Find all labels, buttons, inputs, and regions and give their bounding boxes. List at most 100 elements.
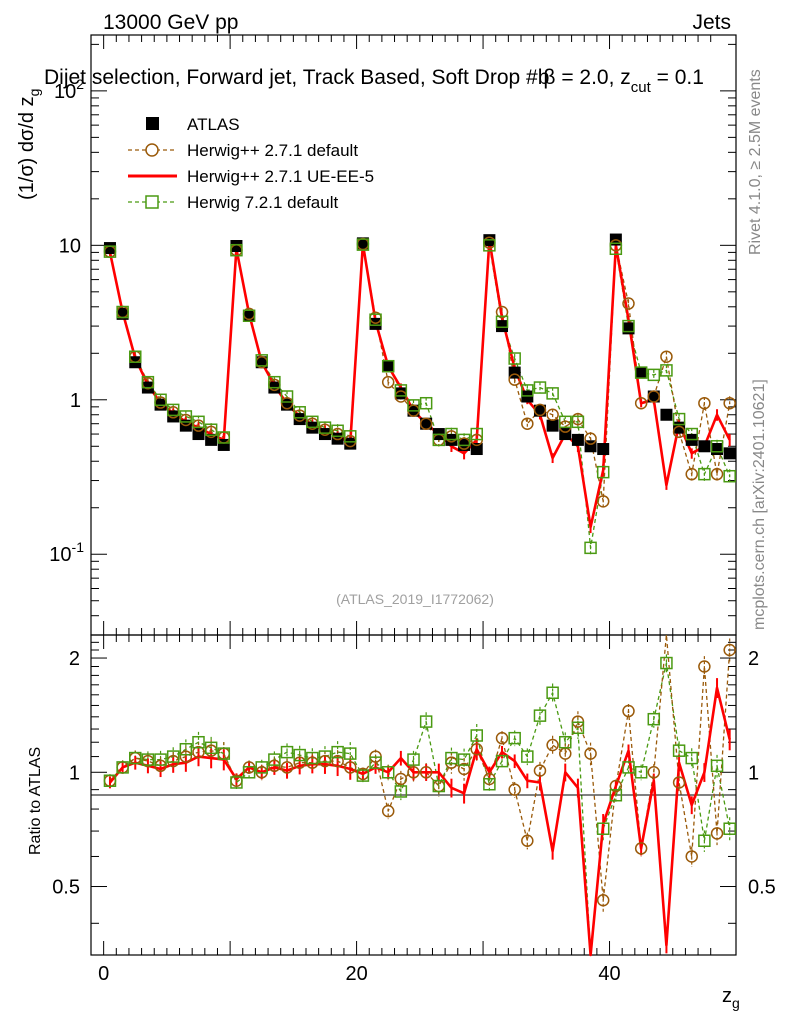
ratio-herwig72-point	[318, 750, 332, 763]
legend-label-herwig-default: Herwig++ 2.7.1 default	[187, 141, 358, 160]
ratio-herwig72-point	[217, 747, 231, 760]
ratio-herwig72-point	[293, 748, 306, 762]
ratio-herwig72-point	[179, 742, 193, 756]
atlas-data-point	[723, 447, 736, 460]
herwig-default-point	[533, 403, 547, 417]
y-axis-label: (1/σ) dσ/d zg	[16, 89, 42, 200]
herwig72-point	[672, 412, 686, 426]
ratio-herwig-default-point	[192, 745, 205, 759]
herwig-default-point	[698, 396, 711, 410]
herwig-default-point	[381, 375, 395, 389]
atlas-data-point	[167, 410, 180, 423]
ratio-herwig72-line	[109, 662, 731, 956]
herwig72-point	[369, 313, 382, 326]
ratio-herwig-default-point	[698, 660, 711, 673]
ratio-herwig72-point	[622, 761, 635, 774]
ratio-herwig72-point	[609, 788, 623, 802]
herwig72-point	[331, 424, 344, 438]
herwig72-point	[230, 243, 243, 257]
herwig72-point	[698, 467, 711, 481]
x-axis-label-sub: g	[732, 995, 740, 1011]
ratio-herwig72-point	[255, 761, 268, 774]
ratio-herwig-default-point	[293, 756, 306, 769]
herwig72-point	[154, 393, 167, 407]
x-tick-label: 20	[345, 963, 367, 985]
herwig-default-point	[634, 396, 648, 410]
ratio-herwig72-point	[508, 731, 521, 745]
y-tick-label-exponent: -1	[72, 539, 85, 555]
ratio-herwig-default-point	[407, 766, 420, 779]
herwig72-point	[533, 381, 547, 394]
herwig72-point	[116, 305, 129, 319]
ratio-herwig72-point	[457, 753, 471, 766]
ratio-herwig72-point	[445, 751, 458, 765]
atlas-data-point	[103, 242, 116, 255]
ratio-herwig-default-point	[533, 764, 547, 777]
herwig72-point	[318, 421, 332, 434]
ratio-herwig72-point	[698, 834, 711, 848]
herwig72-point	[356, 238, 370, 251]
herwig72-line	[109, 244, 731, 549]
energy-label: 13000 GeV pp	[103, 11, 238, 34]
herwig72-point	[344, 430, 357, 443]
ratio-tick-label: 0.5	[52, 877, 80, 899]
atlas-data-point	[660, 408, 673, 421]
atlas-data-point	[318, 428, 331, 441]
ratio-herwig-default-point	[710, 827, 724, 840]
ratio-herwig72-point	[381, 766, 395, 779]
ratio-herwig72-point	[710, 759, 724, 773]
herwig72-point	[141, 375, 155, 389]
ratio-herwig-default-point	[609, 779, 623, 793]
herwig72-point	[584, 541, 597, 555]
ratio-herwig-default-point	[622, 704, 635, 718]
herwig-default-point	[723, 396, 736, 410]
ratio-axis-label: Ratio to ATLAS	[27, 747, 44, 855]
ratio-herwig72-point	[230, 776, 243, 789]
ratio-herwig72-point	[344, 747, 357, 760]
ratio-herwig-default-point	[672, 776, 686, 789]
x-axis-label: zg	[722, 985, 740, 1011]
ratio-herwig72-point	[154, 753, 167, 766]
herwig72-point	[483, 239, 496, 252]
analysis-id-label: (ATLAS_2019_I1772062)	[336, 591, 494, 607]
ratio-herwig72-point	[394, 785, 408, 798]
ratio-herwig72-point	[268, 753, 281, 766]
ratio-herwig72-point	[483, 777, 496, 791]
atlas-data-point	[382, 360, 395, 373]
ratio-herwig-default-point	[546, 738, 559, 752]
ratio-herwig-default-point	[381, 804, 395, 818]
x-axis-label-main: z	[722, 985, 732, 1007]
herwig72-point	[394, 384, 408, 397]
atlas-data-point	[597, 443, 610, 456]
ratio-herwig-default-point	[584, 747, 597, 760]
ratio-herwig72-point	[129, 751, 142, 765]
legend-marker-herwig-default	[145, 143, 159, 157]
ratio-herwig-default-point	[457, 762, 471, 776]
ratio-herwig-default-point	[280, 761, 294, 774]
ratio-herwig72-point	[634, 766, 648, 779]
y-tick-label: 10-1	[49, 539, 84, 566]
ratio-herwig72-point	[571, 721, 585, 735]
ratio-herwig72-point	[596, 822, 610, 835]
ratio-herwig72-point	[546, 686, 559, 700]
ratio-herwig-default-point	[495, 731, 509, 745]
herwig-default-point	[647, 390, 661, 403]
ratio-tick-label: 1	[69, 762, 80, 784]
herwig72-point	[280, 390, 294, 403]
herwig-default-point	[622, 297, 635, 310]
y-tick-label-base: 10	[49, 544, 71, 566]
x-tick-label: 0	[98, 963, 109, 985]
ratio-herwig72-point	[419, 715, 433, 728]
ratio-herwig72-point	[356, 769, 370, 782]
herwig-default-point	[508, 373, 521, 386]
atlas-data-point	[635, 366, 648, 379]
legend: ATLAS Herwig++ 2.7.1 default Herwig++ 2.…	[128, 115, 374, 212]
ratio-herwig72-point	[407, 753, 420, 766]
atlas-data-point	[698, 440, 711, 453]
herwig72-point	[432, 433, 446, 447]
ratio-tick-label-right: 0.5	[748, 877, 776, 899]
atlas-data-point	[420, 417, 433, 430]
herwig72-point	[559, 415, 572, 429]
